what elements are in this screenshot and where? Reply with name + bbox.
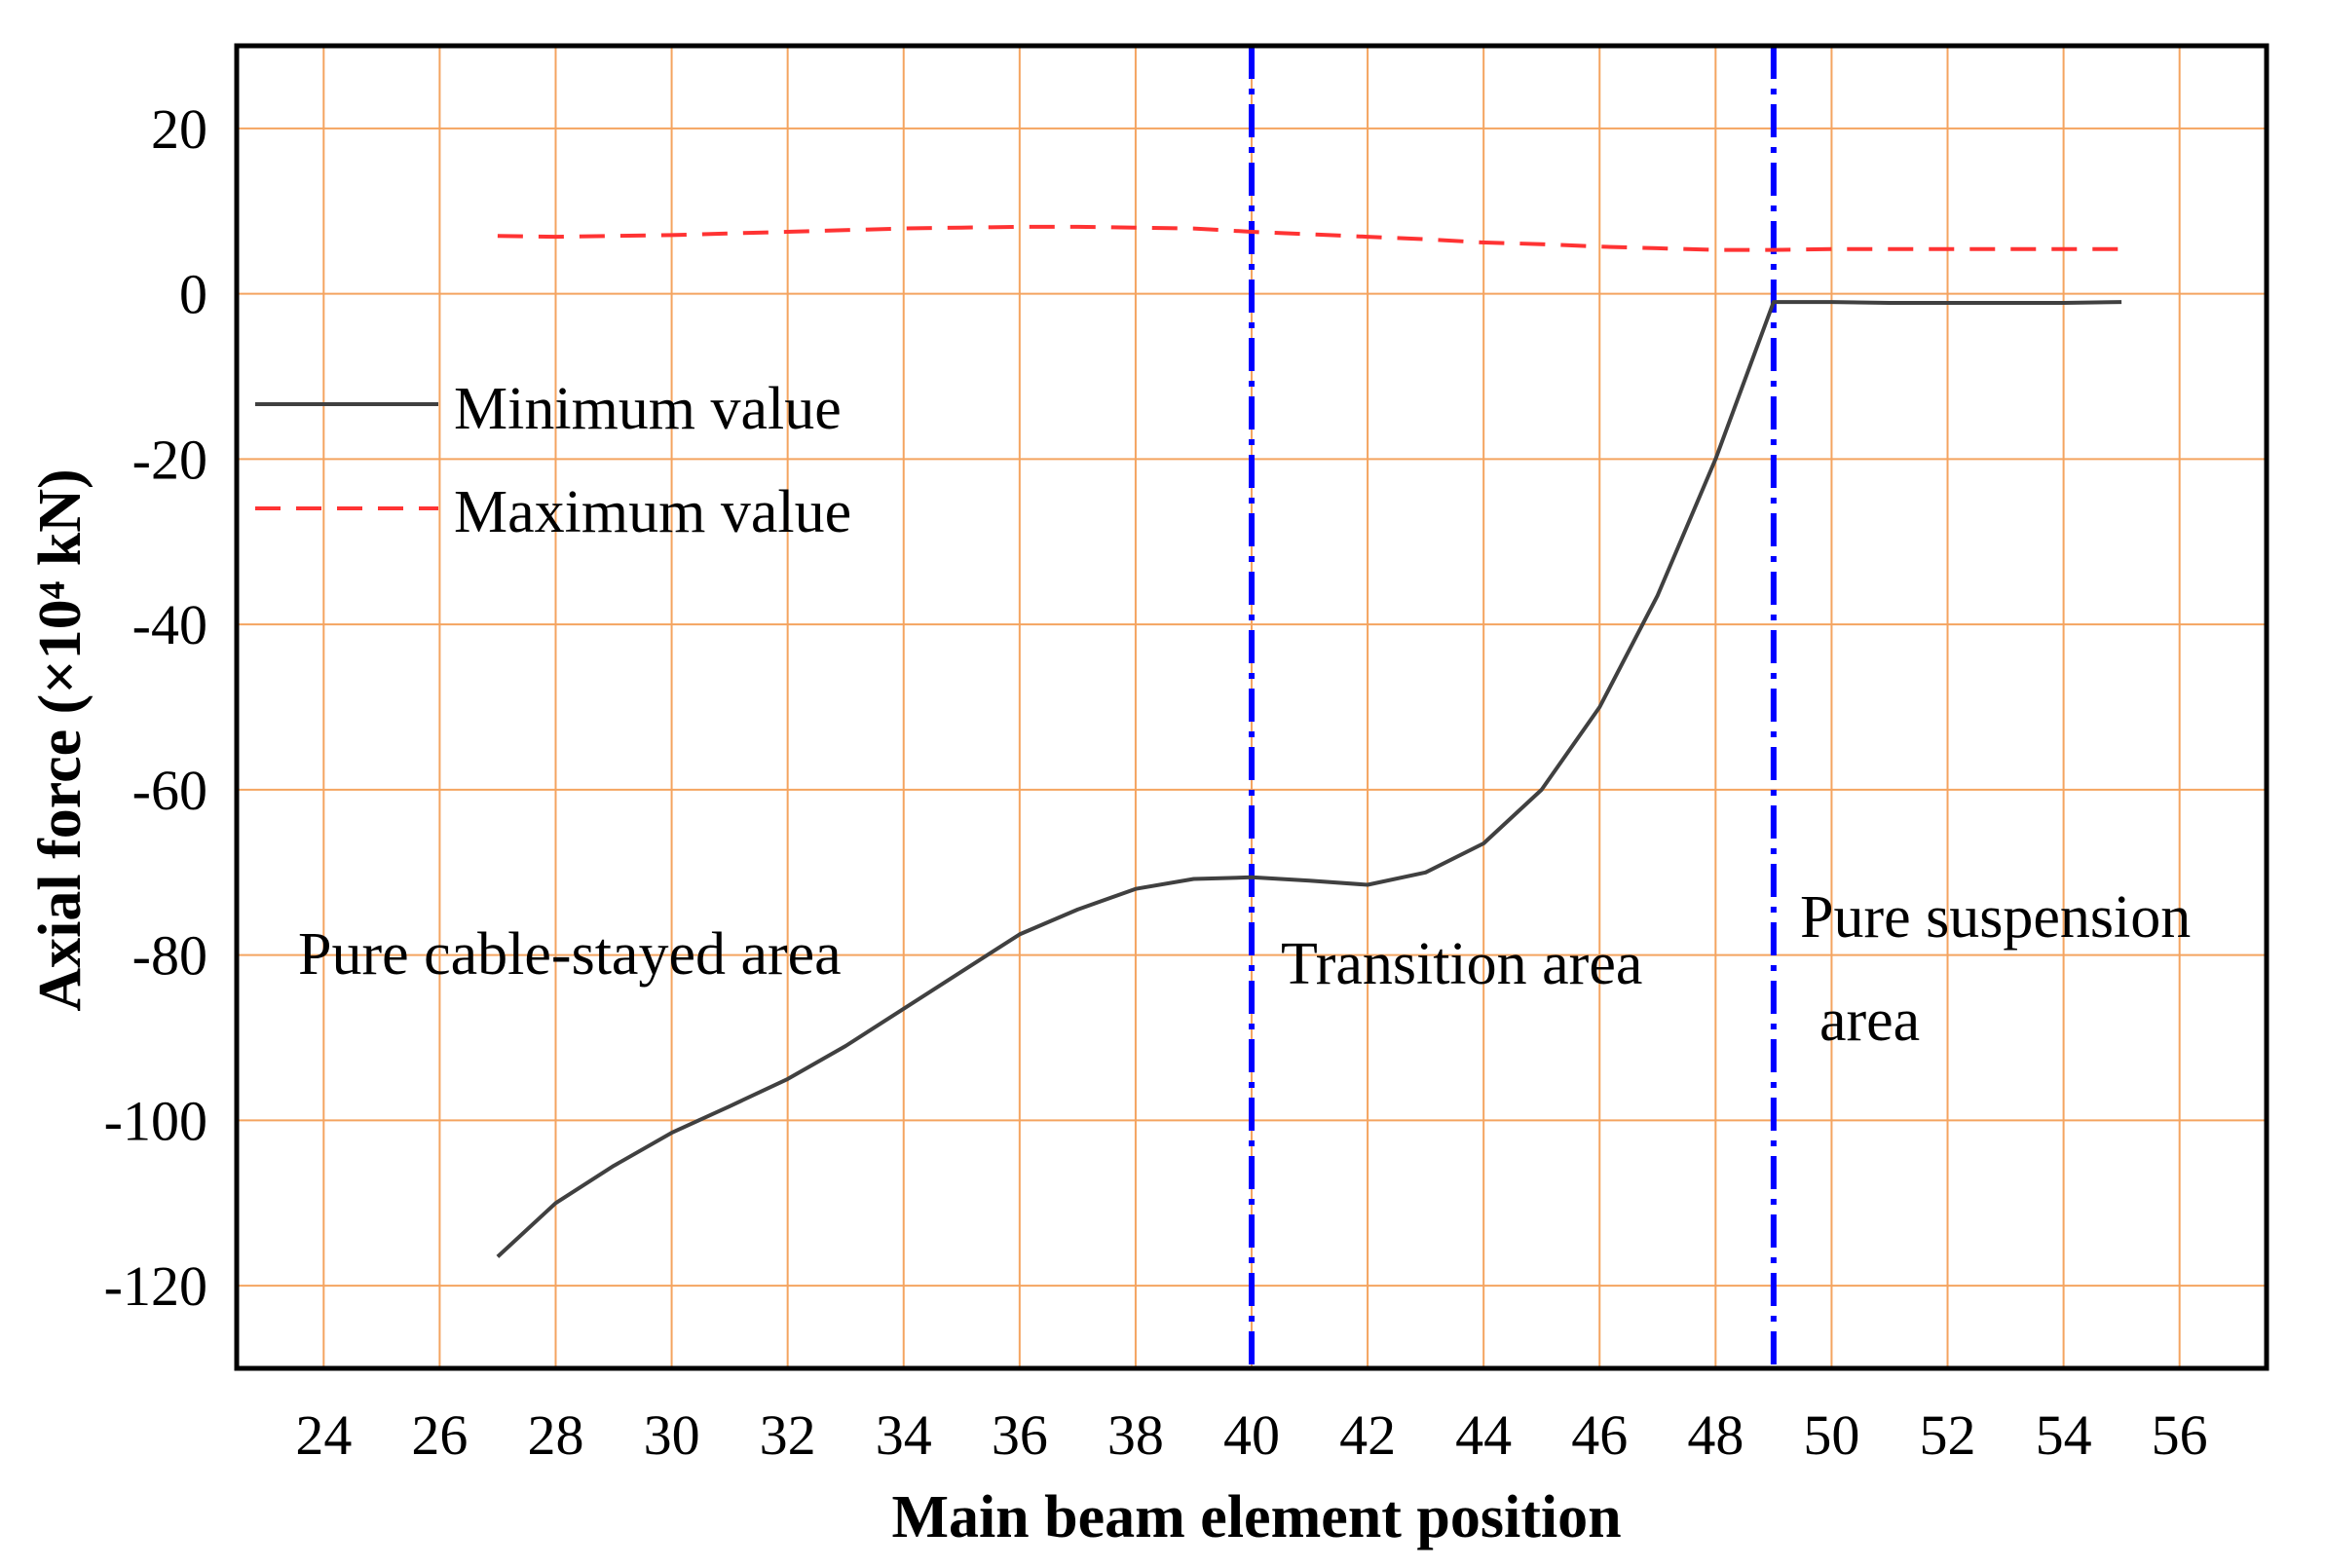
x-tick-label-34: 34 bbox=[876, 1403, 932, 1467]
series-group bbox=[496, 224, 2122, 1258]
x-tick-label-40: 40 bbox=[1223, 1403, 1280, 1467]
plot-frame bbox=[234, 43, 2269, 1371]
y-tick-label-20: 20 bbox=[151, 97, 207, 161]
x-tick-label-50: 50 bbox=[1803, 1403, 1859, 1467]
x-tick-label-56: 56 bbox=[2152, 1403, 2208, 1467]
x-axis-title: Main beam element position bbox=[891, 1484, 1621, 1550]
y-tick-label--40: -40 bbox=[132, 593, 207, 656]
series-line-minimum bbox=[496, 300, 2122, 1258]
region-boundaries bbox=[1249, 46, 1777, 1368]
y-axis-title: Axial force (×10⁴ kN) bbox=[27, 468, 94, 1011]
y-tick-label--80: -80 bbox=[132, 924, 207, 988]
y-tick-label--20: -20 bbox=[132, 428, 207, 491]
x-tick-label-28: 28 bbox=[527, 1403, 583, 1467]
legend-label-maximum: Maximum value bbox=[454, 479, 851, 545]
region-label-suspension-line2: area bbox=[1819, 988, 1920, 1054]
legend-label-minimum: Minimum value bbox=[454, 376, 842, 442]
x-tick-labels: 24 26 28 30 32 34 36 38 40 42 44 46 48 50 52 54 56 bbox=[295, 1403, 2207, 1467]
x-tick-label-48: 48 bbox=[1687, 1403, 1744, 1467]
x-tick-label-44: 44 bbox=[1455, 1403, 1512, 1467]
x-tick-label-36: 36 bbox=[992, 1403, 1048, 1467]
y-tick-label-0: 0 bbox=[179, 263, 207, 326]
x-tick-label-26: 26 bbox=[411, 1403, 468, 1467]
x-tick-label-54: 54 bbox=[2036, 1403, 2092, 1467]
y-tick-label--60: -60 bbox=[132, 759, 207, 822]
x-tick-label-42: 42 bbox=[1339, 1403, 1396, 1467]
x-tick-label-32: 32 bbox=[760, 1403, 816, 1467]
region-label-suspension-line1: Pure suspension bbox=[1800, 884, 2191, 951]
region-label-transition: Transition area bbox=[1281, 931, 1642, 997]
x-tick-label-24: 24 bbox=[295, 1403, 352, 1467]
series-line-maximum bbox=[497, 224, 2122, 252]
x-tick-label-46: 46 bbox=[1571, 1403, 1628, 1467]
y-tick-label--100: -100 bbox=[104, 1089, 207, 1152]
legend: Minimum value Maximum value bbox=[255, 376, 851, 545]
region-label-cable-stayed: Pure cable-stayed area bbox=[298, 921, 842, 988]
x-tick-label-38: 38 bbox=[1107, 1403, 1164, 1467]
x-tick-label-30: 30 bbox=[644, 1403, 700, 1467]
y-tick-labels: 20 0 -20 -40 -60 -80 -100 -120 bbox=[104, 97, 207, 1318]
y-tick-label--120: -120 bbox=[104, 1254, 207, 1318]
x-tick-label-52: 52 bbox=[1920, 1403, 1976, 1467]
